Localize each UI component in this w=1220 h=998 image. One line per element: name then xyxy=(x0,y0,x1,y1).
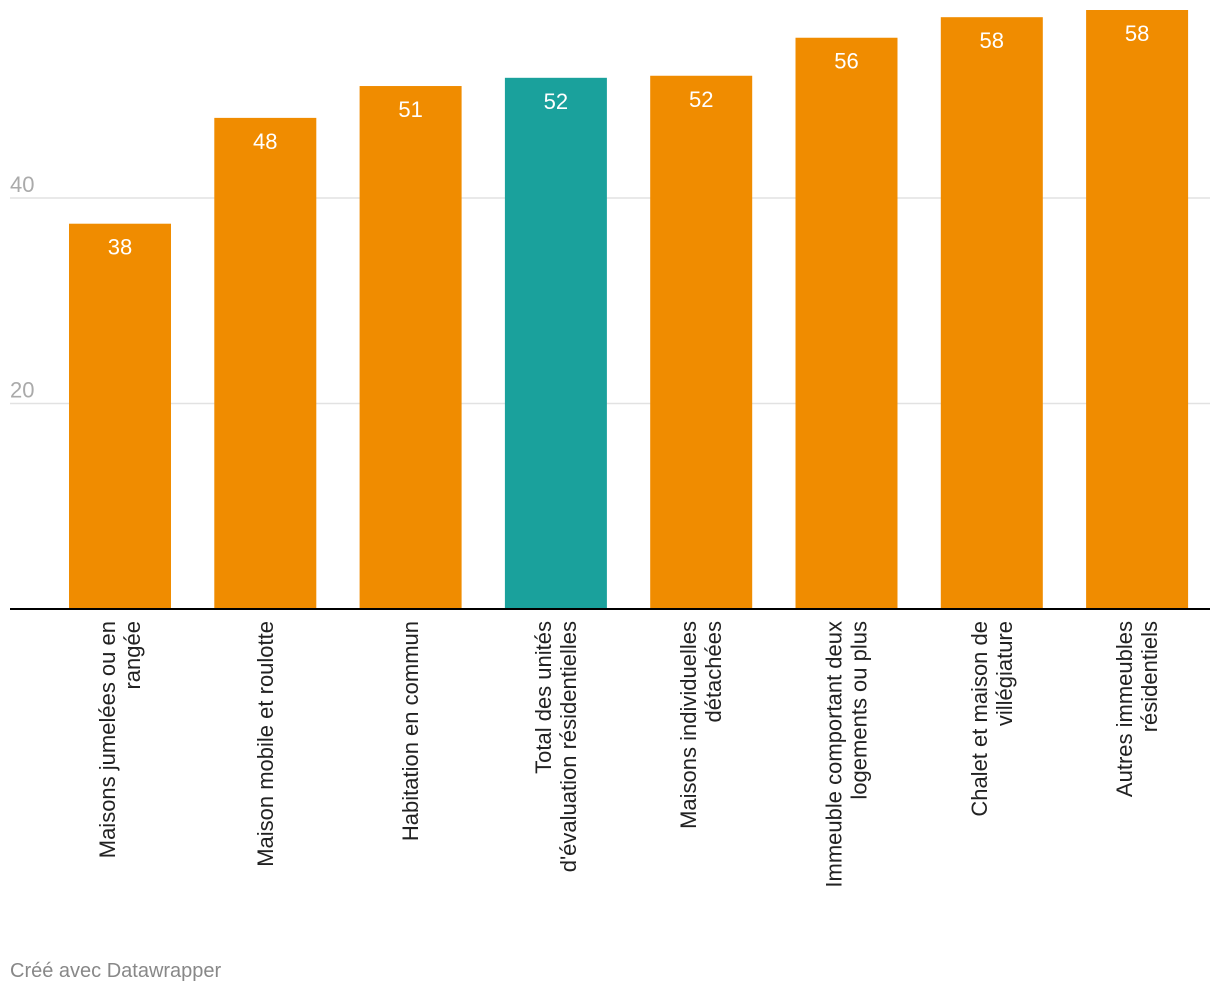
data-label: 56 xyxy=(834,49,858,74)
bar xyxy=(940,17,1043,609)
data-label: 51 xyxy=(398,97,422,122)
category-label-line: Immeuble comportant deux xyxy=(822,621,847,888)
bar xyxy=(214,117,317,609)
data-label: 52 xyxy=(689,87,713,112)
category-labels: Maisons jumelées ou en rangée Maison mobil… xyxy=(95,621,1162,888)
bars xyxy=(69,10,1189,610)
bar xyxy=(795,37,898,610)
data-labels: 38 48 51 52 52 56 58 58 xyxy=(108,21,1150,260)
y-tick-label: 20 xyxy=(10,378,34,403)
category-label-line: Maison mobile et roulotte xyxy=(253,621,278,867)
category-label-line: villégiature xyxy=(992,621,1017,726)
category-label: Autres immeubles résidentiels xyxy=(1112,621,1162,797)
category-label: Chalet et maison de villégiature xyxy=(967,621,1017,817)
category-label-line: Maisons individuelles xyxy=(676,621,701,829)
category-label: Immeuble comportant deux logements ou plu… xyxy=(822,621,872,888)
category-label: Maison mobile et roulotte xyxy=(253,621,278,867)
category-label-line: Habitation en commun xyxy=(398,621,423,841)
bar xyxy=(650,75,753,610)
footer-credit: Créé avec Datawrapper xyxy=(10,960,222,982)
data-label: 48 xyxy=(253,129,277,154)
category-label-line: rangée xyxy=(120,621,145,690)
data-label: 52 xyxy=(544,89,568,114)
bar xyxy=(69,223,171,609)
category-label-line: détachées xyxy=(701,621,726,723)
category-label: Maisons individuelles détachées xyxy=(676,621,726,829)
category-label-line: Autres immeubles xyxy=(1112,621,1137,797)
bar xyxy=(359,86,462,609)
category-label: Habitation en commun xyxy=(398,621,423,841)
category-label-line: Maisons jumelées ou en xyxy=(95,621,120,858)
category-label: Maisons jumelées ou en rangée xyxy=(95,621,145,858)
bar xyxy=(504,77,607,609)
data-label: 58 xyxy=(1125,21,1149,46)
category-label-line: Chalet et maison de xyxy=(967,621,992,817)
data-label: 38 xyxy=(108,235,132,260)
category-label-line: logements ou plus xyxy=(847,621,872,800)
bar xyxy=(1086,10,1189,609)
category-label-line: Total des unités xyxy=(531,621,556,774)
category-label: Total des unités d'évaluation résidentiel… xyxy=(531,621,581,872)
data-label: 58 xyxy=(980,28,1004,53)
category-label-line: d'évaluation résidentielles xyxy=(556,621,581,872)
y-tick-label: 40 xyxy=(10,172,34,197)
category-label-line: résidentiels xyxy=(1137,621,1162,732)
